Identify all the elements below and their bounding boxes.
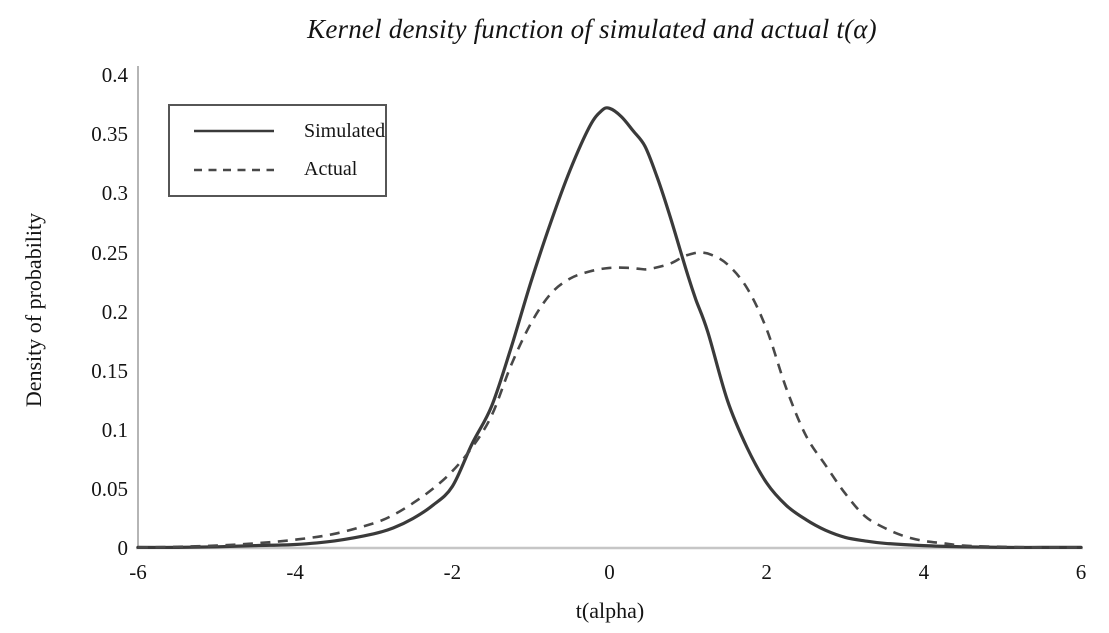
- legend-label-actual: Actual: [304, 158, 358, 181]
- legend-dashed-line-icon: [194, 168, 274, 172]
- chart-title: Kernel density function of simulated and…: [307, 14, 877, 44]
- y-axis-title: Density of probability: [21, 212, 46, 408]
- y-tick-label: 0.2: [101, 299, 128, 324]
- y-tick-label: 0.1: [101, 417, 128, 442]
- y-tick-label: 0.3: [101, 181, 128, 206]
- legend-item-actual: Actual: [192, 158, 385, 181]
- legend-item-simulated: Simulated: [192, 120, 385, 143]
- y-tick-label: 0.05: [91, 476, 128, 501]
- x-tick-label: 0: [604, 560, 615, 584]
- legend-label-simulated: Simulated: [304, 119, 386, 142]
- x-tick-label: 4: [918, 560, 930, 584]
- legend: Simulated Actual: [168, 104, 387, 197]
- actual-curve: [137, 251, 1082, 549]
- simulated-curve: [136, 106, 1083, 550]
- x-tick-label: 6: [1075, 560, 1087, 584]
- x-tick-label: -6: [129, 560, 147, 584]
- x-tick-label: 2: [761, 560, 772, 584]
- y-tick-label: 0: [117, 536, 129, 560]
- legend-solid-line-icon: [194, 129, 274, 133]
- x-tick-label: -2: [443, 560, 462, 584]
- y-tick-label: 0.4: [101, 63, 128, 88]
- x-tick-label: -4: [286, 560, 304, 584]
- y-tick-label: 0.15: [91, 358, 128, 383]
- x-axis-title: t(alpha): [575, 598, 645, 623]
- y-tick-label: 0.25: [91, 240, 128, 265]
- y-tick-label: 0.35: [91, 122, 128, 147]
